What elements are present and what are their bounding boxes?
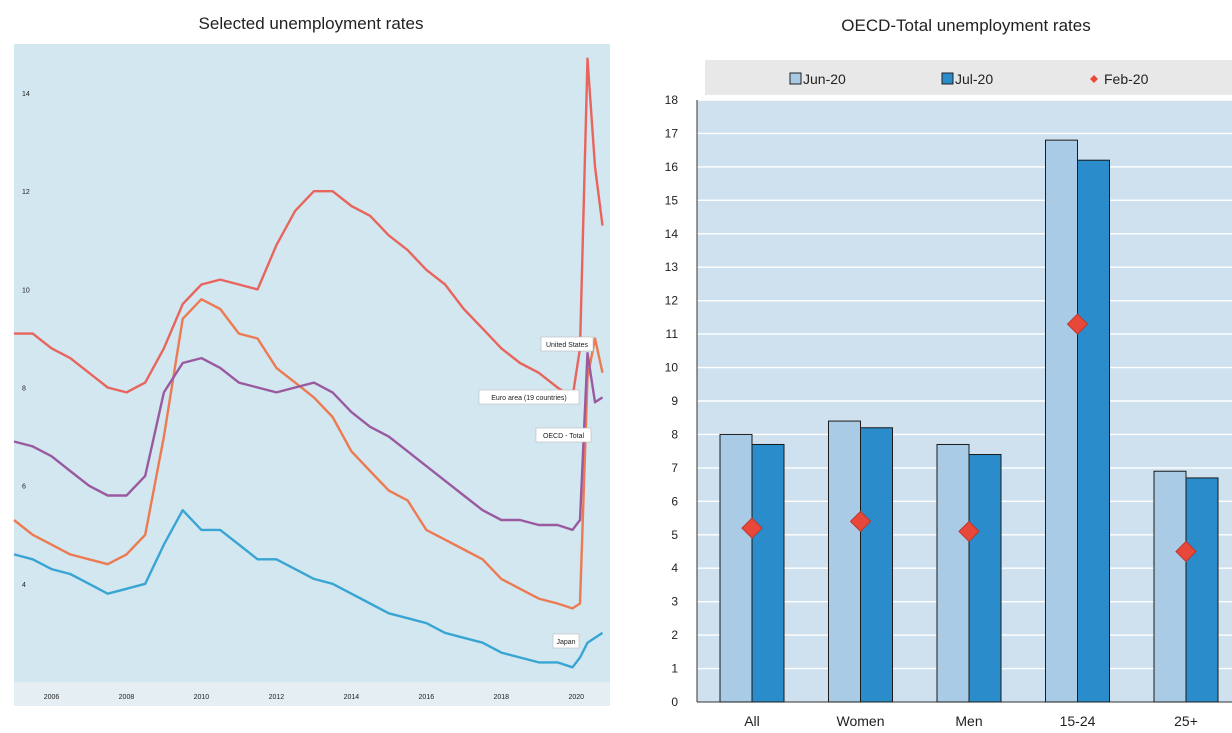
x-tick-label: 2016 [419, 694, 435, 701]
bar-jun-20-women [828, 420, 861, 703]
y-tick-label: 15 [665, 193, 679, 207]
series-label-box [478, 389, 580, 405]
bar-jul-20-women [860, 427, 893, 703]
y-tick-label: 17 [665, 126, 679, 140]
legend-swatch [941, 72, 954, 85]
y-tick-label: 8 [671, 427, 678, 441]
y-tick-label: 6 [22, 484, 26, 491]
y-tick-label: 0 [671, 695, 678, 709]
x-tick-label: 2018 [494, 694, 510, 701]
series-line-japan [13, 509, 604, 669]
marker-feb-20-15-24 [1066, 313, 1089, 335]
y-tick-label: 16 [665, 160, 679, 174]
plot-area [14, 44, 610, 682]
y-tick-label: 4 [671, 561, 678, 575]
legend-swatch [789, 72, 802, 85]
legend-label: Jun-20 [803, 71, 846, 87]
y-tick-label: 10 [665, 361, 679, 375]
marker-feb-20-men [958, 520, 980, 543]
bar-jun-20-15-24 [1045, 139, 1078, 703]
y-tick-label: 14 [665, 227, 679, 241]
y-tick-label: 11 [666, 327, 679, 341]
series-label-oecd-total: OECD - Total [535, 427, 592, 443]
x-tick-label: Men [955, 713, 982, 729]
bar-jul-20-all [751, 443, 785, 703]
x-tick-label: 15-24 [1060, 713, 1096, 729]
x-axis-band [14, 682, 610, 706]
x-tick-label: 2012 [269, 694, 285, 701]
y-tick-label: 12 [665, 294, 679, 308]
left-chart-title: Selected unemployment rates [198, 14, 424, 33]
y-tick-label: 8 [22, 386, 26, 393]
bar-jul-20-25 [1185, 477, 1219, 703]
legend-label: Jul-20 [955, 71, 993, 87]
y-tick-label: 3 [671, 595, 678, 609]
legend-item-feb-20: Feb-20 [1090, 71, 1149, 87]
x-tick-label: 2008 [119, 694, 135, 701]
series-line-oecd-total [13, 352, 604, 532]
bar-jun-20-25 [1153, 470, 1187, 703]
y-tick-label: 4 [22, 582, 26, 589]
series-label-euro-area-19-countries: Euro area (19 countries) [478, 389, 580, 405]
line-chart: 4 6 8 10 12 14 2006 2008 2010 2012 2014 2016 2018 202… [13, 44, 610, 706]
y-tick-label: 13 [665, 260, 679, 274]
legend-item-jul-20: Jul-20 [941, 71, 993, 87]
y-tick-label: 2 [671, 628, 678, 642]
x-tick-label: Women [837, 713, 885, 729]
legend-label: Feb-20 [1104, 71, 1149, 87]
marker-feb-20-women [849, 510, 872, 533]
bar-jul-20-15-24 [1077, 159, 1110, 703]
y-tick-label: 10 [22, 287, 30, 294]
bar-jun-20-all [719, 433, 753, 703]
series-label-text: United States [546, 342, 589, 349]
x-tick-label: 2020 [568, 694, 584, 701]
x-tick-label: 2014 [344, 694, 360, 701]
series-line-euro-area-19-countries [13, 298, 604, 610]
y-tick-label: 9 [671, 394, 678, 408]
y-tick-label: 6 [671, 494, 678, 508]
marker-feb-20-25 [1175, 540, 1197, 563]
y-tick-label: 14 [22, 91, 30, 98]
y-tick-label: 18 [665, 93, 679, 107]
x-tick-label: 25+ [1174, 713, 1198, 729]
series-label-japan: Japan [552, 633, 580, 649]
series-line-united-states [14, 57, 604, 399]
series-label-text: Japan [556, 639, 575, 646]
bar-jun-20-men [936, 443, 970, 703]
x-tick-label: 2006 [44, 694, 60, 701]
x-tick-label: 2010 [194, 694, 210, 701]
series-label-text: Euro area (19 countries) [491, 395, 566, 402]
series-label-united-states: United States [540, 336, 594, 352]
y-tick-label: 5 [671, 528, 678, 542]
y-tick-label: 12 [22, 189, 30, 196]
x-tick-label: All [744, 713, 760, 729]
legend-swatch [1090, 75, 1098, 83]
bar-jul-20-men [968, 454, 1002, 703]
series-label-text: OECD - Total [543, 433, 585, 440]
y-tick-label: 1 [671, 662, 678, 676]
series-label-box [540, 336, 594, 352]
series-label-box [552, 633, 580, 649]
series-label-box [535, 427, 592, 443]
legend-item-jun-20: Jun-20 [789, 71, 846, 87]
y-tick-label: 7 [671, 461, 678, 475]
right-chart-title: OECD-Total unemployment rates [841, 16, 1091, 35]
marker-feb-20-all [741, 517, 763, 539]
